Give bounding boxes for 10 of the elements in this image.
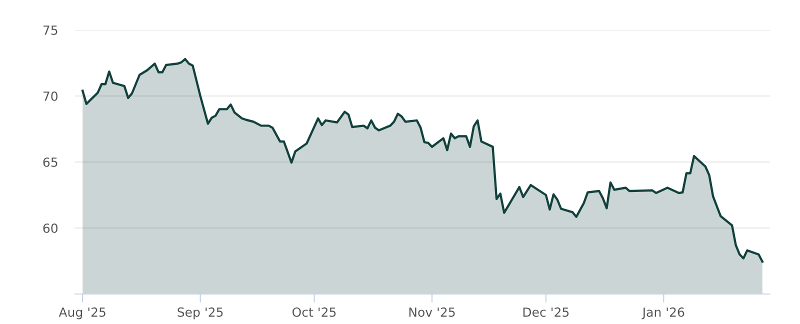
- x-tick-label: Dec '25: [523, 307, 569, 317]
- x-tick-label: Jan '26: [642, 307, 684, 320]
- y-tick-label: 65: [43, 157, 58, 167]
- x-tick-label: Aug '25: [58, 307, 106, 320]
- y-tick-label: 70: [43, 91, 58, 101]
- y-tick-label: 75: [43, 26, 58, 35]
- x-tick-label: Oct '25: [292, 307, 336, 317]
- y-tick-label: 60: [43, 223, 58, 233]
- x-tick-label: Sep '25: [178, 307, 223, 320]
- x-tick-label: Nov '25: [409, 307, 455, 317]
